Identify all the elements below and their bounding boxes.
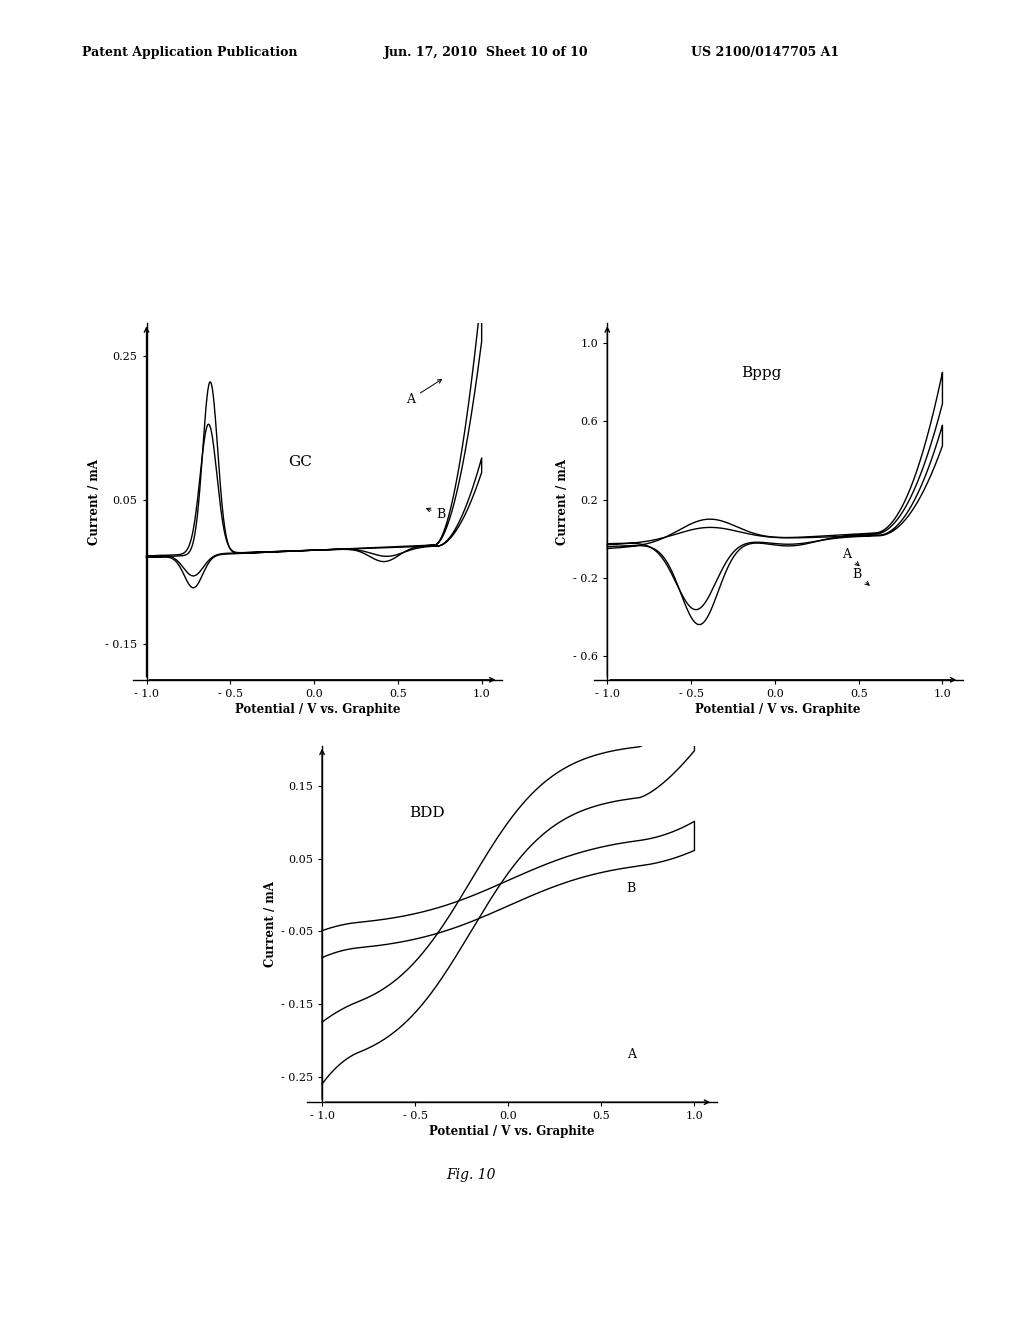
Text: Bppg: Bppg — [741, 366, 781, 380]
Text: A: A — [842, 548, 859, 566]
Text: Patent Application Publication: Patent Application Publication — [82, 46, 297, 59]
Y-axis label: Current / mA: Current / mA — [556, 458, 569, 545]
Text: BDD: BDD — [410, 807, 445, 820]
X-axis label: Potential / V vs. Graphite: Potential / V vs. Graphite — [234, 704, 400, 715]
Text: A: A — [627, 1048, 636, 1061]
Text: B: B — [427, 508, 445, 521]
X-axis label: Potential / V vs. Graphite: Potential / V vs. Graphite — [429, 1126, 595, 1138]
Text: Jun. 17, 2010  Sheet 10 of 10: Jun. 17, 2010 Sheet 10 of 10 — [384, 46, 589, 59]
Y-axis label: Current / mA: Current / mA — [264, 880, 276, 968]
Text: Fig. 10: Fig. 10 — [446, 1168, 496, 1181]
Y-axis label: Current / mA: Current / mA — [88, 458, 101, 545]
Text: B: B — [852, 568, 869, 585]
Text: B: B — [627, 882, 636, 895]
Text: A: A — [407, 379, 441, 405]
Text: GC: GC — [288, 455, 312, 469]
Text: US 2100/0147705 A1: US 2100/0147705 A1 — [691, 46, 840, 59]
X-axis label: Potential / V vs. Graphite: Potential / V vs. Graphite — [695, 704, 861, 715]
